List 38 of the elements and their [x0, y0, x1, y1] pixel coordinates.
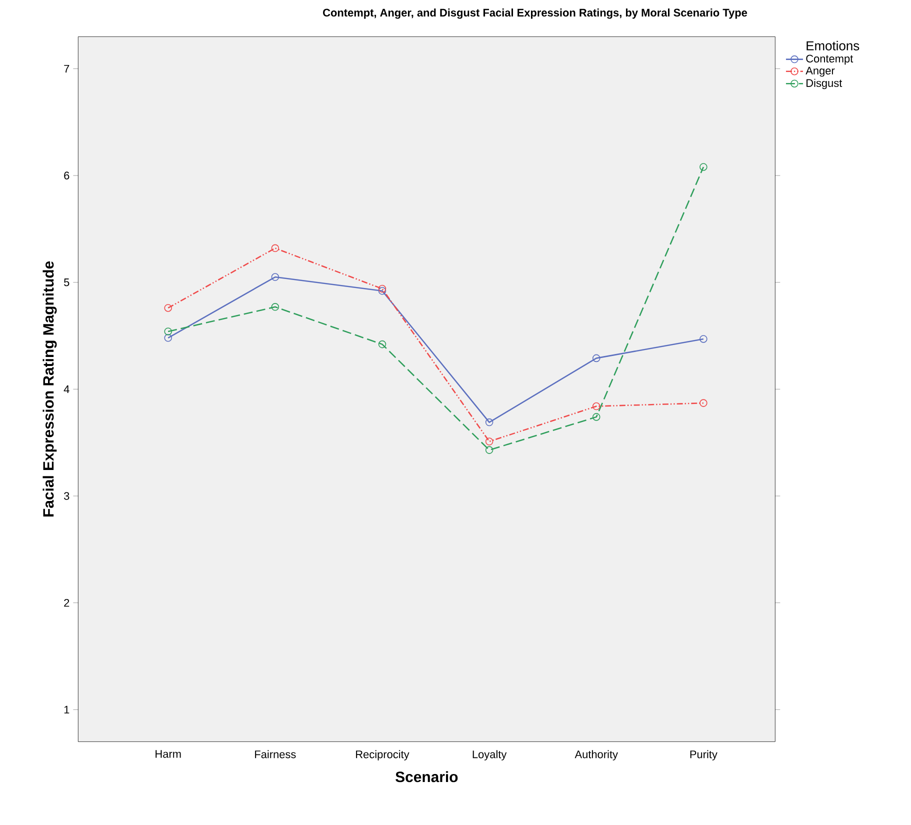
y-tick-label: 3: [64, 492, 70, 500]
point: [378, 284, 386, 293]
x-axis-title: Scenario: [396, 771, 458, 782]
point: [271, 244, 280, 252]
point: [164, 328, 172, 336]
y-tick-label: 6: [64, 172, 70, 180]
point: [164, 334, 172, 342]
point: [271, 273, 280, 281]
y-tick-label: 5: [64, 278, 70, 286]
legend-title: Emotions: [806, 40, 860, 50]
x-tick-label: Harm: [156, 750, 181, 758]
point: [592, 354, 600, 362]
point: [485, 438, 494, 446]
chart-title: Contempt, Anger, and Disgust Facial Expression Ratings, by Moral Scenario Type: [323, 8, 748, 19]
point: [700, 335, 708, 343]
point: [164, 304, 172, 312]
y-tick-label: 2: [64, 598, 70, 607]
y-axis-title: Facial Expression Rating Magnitude: [42, 261, 57, 516]
x-tick-label: Fairness: [255, 750, 296, 758]
point: [700, 399, 708, 407]
point: [485, 446, 494, 454]
x-tick-label: Loyalty: [472, 750, 507, 760]
legend-label: Disgust: [806, 78, 842, 90]
legend-label: Contempt: [806, 54, 854, 65]
x-tick-label: Reciprocity: [356, 750, 410, 760]
point: [592, 402, 600, 410]
legend-label: Anger: [806, 66, 835, 77]
point: [700, 163, 708, 171]
y-tick-label: 1: [64, 706, 70, 714]
point: [378, 340, 386, 348]
point: [592, 413, 600, 421]
point: [378, 287, 386, 295]
x-tick-label: Purity: [690, 750, 718, 760]
y-tick-label: 4: [64, 385, 70, 393]
point: [485, 418, 494, 426]
point: [271, 303, 280, 311]
x-tick-label: Authority: [574, 750, 618, 760]
y-tick-label: 7: [64, 64, 70, 72]
